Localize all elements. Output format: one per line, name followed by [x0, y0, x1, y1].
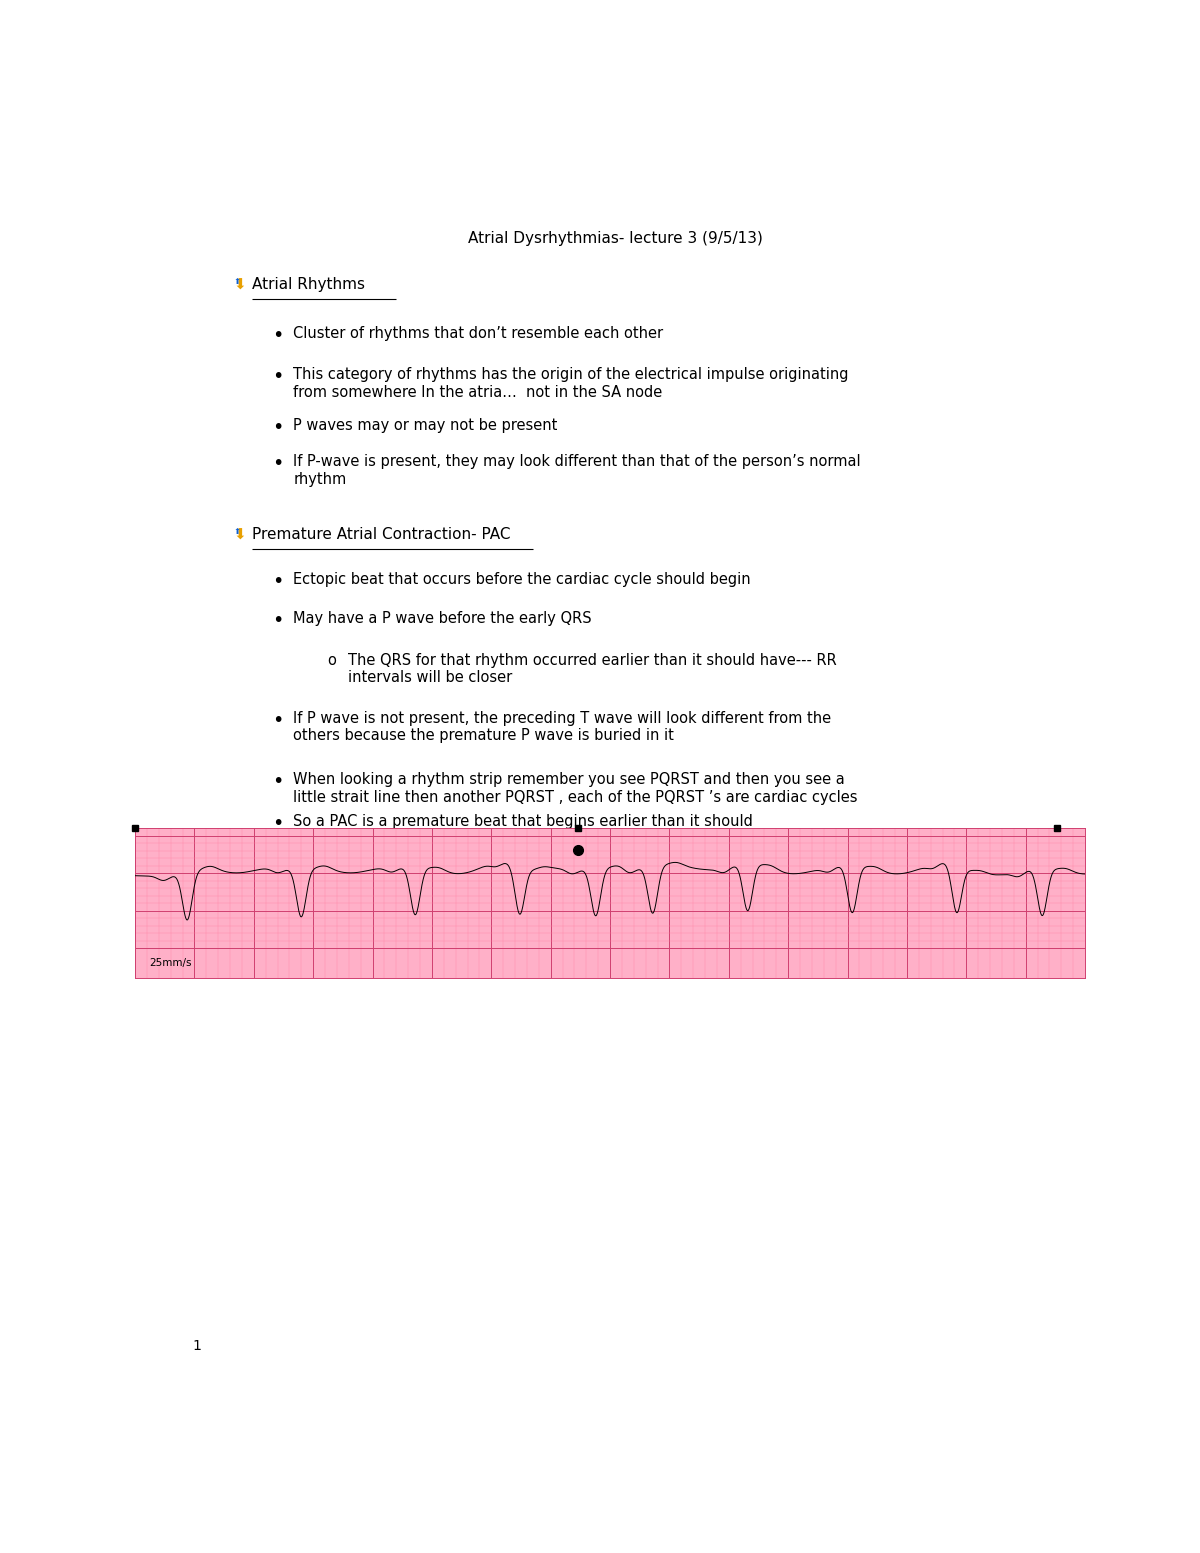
Text: •: •	[272, 455, 283, 474]
Text: •: •	[272, 572, 283, 592]
Text: When looking a rhythm strip remember you see PQRST and then you see a
little str: When looking a rhythm strip remember you…	[293, 772, 858, 804]
Text: o: o	[328, 652, 336, 668]
Text: •: •	[272, 814, 283, 832]
Text: •: •	[272, 326, 283, 345]
Text: This category of rhythms has the origin of the electrical impulse originating
fr: This category of rhythms has the origin …	[293, 368, 848, 399]
Text: •: •	[272, 711, 283, 730]
Text: Cluster of rhythms that don’t resemble each other: Cluster of rhythms that don’t resemble e…	[293, 326, 664, 340]
Text: Atrial Dysrhythmias- lecture 3 (9/5/13): Atrial Dysrhythmias- lecture 3 (9/5/13)	[468, 231, 762, 245]
Text: The QRS for that rhythm occurred earlier than it should have--- RR
intervals wil: The QRS for that rhythm occurred earlier…	[348, 652, 836, 685]
Text: May have a P wave before the early QRS: May have a P wave before the early QRS	[293, 610, 592, 626]
Text: 25mm/s: 25mm/s	[149, 958, 192, 968]
Text: So a PAC is a premature beat that begins earlier than it should: So a PAC is a premature beat that begins…	[293, 814, 754, 829]
Text: •: •	[272, 418, 283, 436]
Text: ⬆: ⬆	[234, 528, 241, 536]
Text: If P wave is not present, the preceding T wave will look different from the
othe: If P wave is not present, the preceding …	[293, 711, 832, 744]
Text: Ectopic beat that occurs before the cardiac cycle should begin: Ectopic beat that occurs before the card…	[293, 572, 751, 587]
Text: Premature Atrial Contraction- PAC: Premature Atrial Contraction- PAC	[252, 528, 511, 542]
Text: ⬇: ⬇	[234, 528, 246, 542]
Text: P waves may or may not be present: P waves may or may not be present	[293, 418, 558, 433]
Text: 1: 1	[193, 1339, 202, 1353]
Text: •: •	[272, 368, 283, 387]
Text: Atrial Rhythms: Atrial Rhythms	[252, 278, 370, 292]
Text: ⬆: ⬆	[234, 278, 241, 286]
Text: If P-wave is present, they may look different than that of the person’s normal
r: If P-wave is present, they may look diff…	[293, 455, 862, 486]
Text: •: •	[272, 610, 283, 629]
Text: •: •	[272, 772, 283, 792]
Text: ⬇: ⬇	[234, 278, 246, 292]
